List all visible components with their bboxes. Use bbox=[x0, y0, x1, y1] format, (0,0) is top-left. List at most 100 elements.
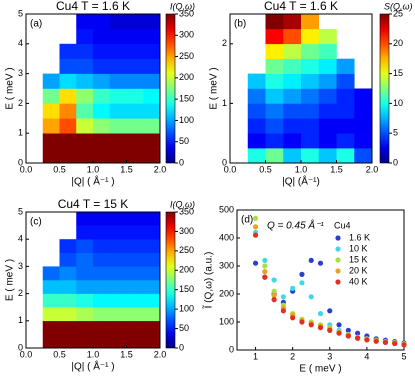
heatmap-cell bbox=[93, 43, 111, 59]
data-point bbox=[392, 340, 398, 347]
data-point bbox=[299, 271, 305, 277]
heatmap-cell bbox=[42, 148, 60, 164]
data-point bbox=[308, 294, 314, 300]
heatmap-cell bbox=[109, 88, 127, 104]
heatmap-cell bbox=[283, 133, 302, 149]
heatmap-cell bbox=[93, 225, 111, 240]
panel-label: (c) bbox=[30, 217, 42, 228]
y-tick-label: 300 bbox=[219, 260, 234, 270]
heatmap-cell bbox=[93, 307, 111, 322]
heatmap-cell bbox=[126, 280, 144, 294]
y-tick-label: 4 bbox=[18, 234, 23, 244]
heatmap-cell bbox=[93, 239, 111, 254]
heatmap-cell bbox=[109, 118, 127, 134]
data-point bbox=[280, 294, 286, 300]
y-tick-label: 5 bbox=[18, 8, 23, 18]
y-tick-label: 100 bbox=[219, 316, 234, 326]
data-point bbox=[355, 335, 361, 341]
heatmap-cell bbox=[126, 118, 144, 134]
heatmap-cell bbox=[354, 88, 373, 104]
heatmap-cell bbox=[76, 334, 94, 349]
x-tick-label: 4 bbox=[364, 351, 369, 361]
heatmap-cell bbox=[93, 334, 111, 349]
heatmap-cell bbox=[283, 28, 302, 45]
heatmap-cell bbox=[247, 73, 266, 89]
heatmap-cell bbox=[59, 43, 77, 59]
heatmap-cell bbox=[76, 118, 94, 134]
heatmap-cell bbox=[265, 28, 284, 45]
data-point bbox=[345, 333, 351, 339]
legend-marker bbox=[335, 235, 341, 241]
heatmap-cell bbox=[143, 252, 161, 267]
heatmap-cell bbox=[301, 148, 320, 164]
heatmap-cell bbox=[93, 266, 111, 281]
data-point bbox=[252, 224, 259, 230]
data-point bbox=[299, 319, 305, 325]
heatmap-cell bbox=[301, 14, 320, 30]
data-point bbox=[327, 308, 333, 314]
heatmap-cell bbox=[318, 133, 337, 149]
data-point bbox=[252, 232, 259, 238]
x-tick-label: 1.5 bbox=[330, 164, 343, 174]
x-tick-label: 0.0 bbox=[224, 164, 237, 174]
y-tick-label: 5 bbox=[18, 206, 23, 216]
y-tick-label: 4 bbox=[18, 38, 23, 48]
heatmap-cell bbox=[42, 88, 60, 104]
heatmap-cell bbox=[126, 28, 144, 45]
data-point bbox=[308, 257, 314, 263]
y-tick-label: 1 bbox=[18, 315, 23, 325]
heatmap-cell bbox=[301, 88, 320, 104]
legend-title: Cu4 bbox=[334, 220, 351, 230]
data-point bbox=[271, 292, 277, 298]
colorbar-label: I(Q,ω) bbox=[170, 199, 195, 209]
y-tick-label: 0 bbox=[222, 157, 227, 167]
heatmap-cell bbox=[42, 103, 60, 119]
heatmap-cell bbox=[283, 43, 302, 59]
heatmap-cell bbox=[109, 58, 127, 74]
heatmap-cell bbox=[76, 14, 94, 30]
heatmap-cell bbox=[42, 320, 60, 335]
heatmap-cell bbox=[301, 58, 320, 74]
heatmap-cell bbox=[93, 73, 111, 89]
x-tick-label: 1.0 bbox=[295, 164, 308, 174]
data-point bbox=[252, 260, 259, 266]
heatmap-cell bbox=[126, 225, 144, 240]
heatmap-cell bbox=[76, 133, 94, 149]
colorbar-tick-label: 250 bbox=[179, 245, 194, 255]
panel-title: Cu4 T = 1.6 K bbox=[264, 0, 338, 13]
heatmap-cell bbox=[247, 103, 266, 119]
data-point bbox=[373, 338, 379, 344]
data-point bbox=[382, 339, 389, 346]
colorbar-label: I(Q,ω) bbox=[170, 1, 195, 11]
colorbar bbox=[379, 13, 390, 164]
heatmap-cell bbox=[143, 103, 161, 119]
legend-marker bbox=[335, 279, 341, 285]
heatmap-cell bbox=[93, 320, 111, 335]
heatmap-cell bbox=[318, 58, 337, 74]
heatmap-cell bbox=[76, 293, 94, 308]
heatmap-cell bbox=[59, 320, 77, 335]
y-tick-label: 3 bbox=[18, 261, 23, 271]
heatmap-cell bbox=[301, 73, 320, 89]
heatmap-cell bbox=[301, 28, 320, 45]
heatmap-cell bbox=[59, 307, 77, 322]
y-tick-label: 1 bbox=[18, 128, 23, 138]
heatmap-cell bbox=[42, 307, 60, 322]
heatmap-cell bbox=[93, 14, 111, 30]
y-axis-label: Ĩ (Q,ω) (a.u.) bbox=[202, 252, 215, 310]
heatmap-cell bbox=[283, 88, 302, 104]
heatmap-cell bbox=[93, 212, 111, 226]
heatmap-cell bbox=[126, 148, 144, 164]
heatmap-cell bbox=[109, 225, 127, 240]
heatmap-cell bbox=[265, 148, 284, 164]
heatmap-cell bbox=[336, 103, 355, 119]
x-axis-label: |Q| ( Å⁻¹ ) bbox=[71, 360, 114, 373]
heatmap-cell bbox=[318, 28, 337, 45]
y-tick-label: 2 bbox=[18, 98, 23, 108]
heatmap-cell bbox=[59, 73, 77, 89]
heatmap-cell bbox=[143, 320, 161, 335]
heatmap-cell bbox=[336, 118, 355, 134]
heatmap-cell bbox=[143, 88, 161, 104]
heatmap-cell bbox=[318, 148, 337, 164]
colorbar-tick-label: 25 bbox=[393, 8, 403, 18]
